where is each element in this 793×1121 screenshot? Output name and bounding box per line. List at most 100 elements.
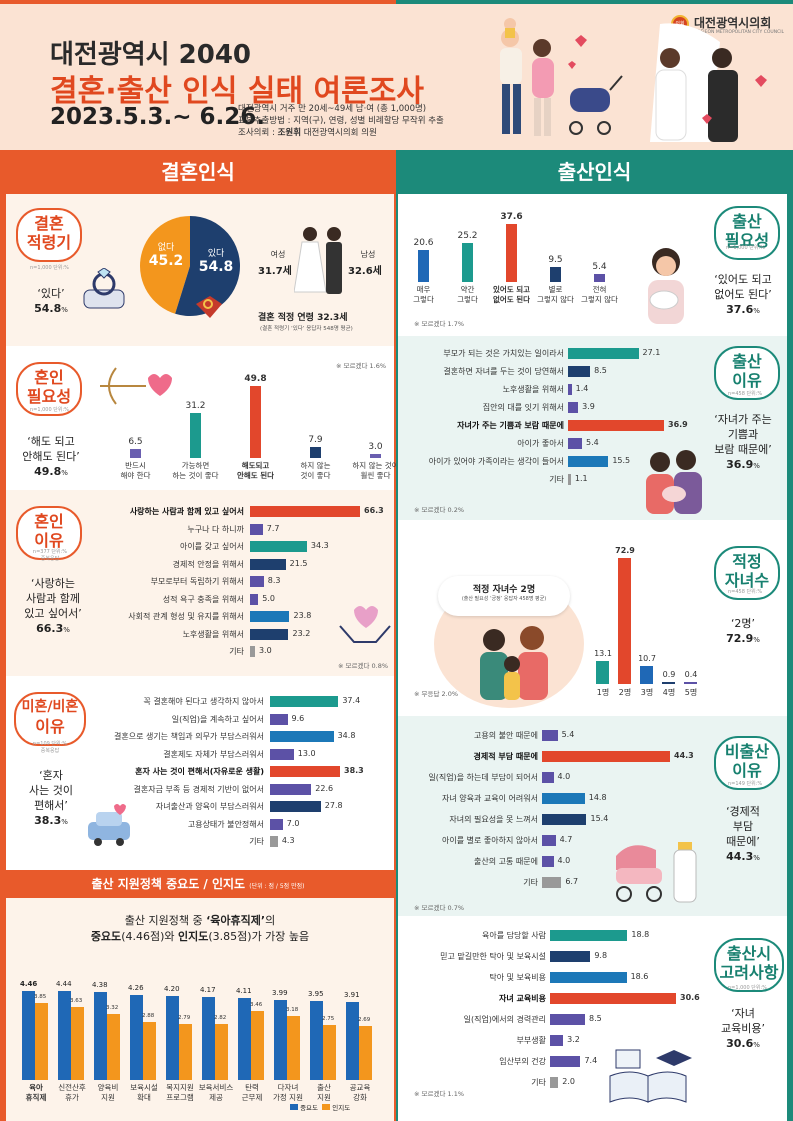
badge-title-2: 이유 — [732, 371, 762, 390]
bar-label: 아이를 갖고 싶어서 — [180, 542, 244, 551]
birth-need-panel: 출산 필요성 n=1,000 단위:% ‘있어도 되고 없어도 된다’ 37.6… — [396, 194, 793, 336]
badge-sub-2: 중복응답 — [40, 556, 60, 562]
vbar — [418, 250, 429, 282]
section-birth-title: 출산인식 — [396, 150, 793, 194]
importance-bar — [94, 992, 107, 1080]
badge-title-1: 미혼/비혼 — [21, 699, 79, 715]
importance-value: 4.26 — [128, 983, 144, 992]
policy-label-line-2: 프로그램 — [166, 1093, 194, 1102]
bar-label: 믿고 맡길만한 탁아 및 보육시설 — [440, 952, 546, 961]
importance-bar — [238, 997, 251, 1080]
quote-value: 37.6 — [726, 303, 754, 316]
legend-importance-swatch — [290, 1104, 298, 1110]
policy-label-line-2: 확대 — [137, 1093, 151, 1102]
header-strip-right — [396, 0, 793, 4]
importance-value: 4.44 — [56, 980, 72, 989]
birth-consider-chart: 육아를 담당할 사람 18.8 믿고 맡길만한 탁아 및 보육시설 9.8 탁아 및 보… — [408, 930, 708, 1110]
badge-title-1: 출산 — [732, 352, 762, 371]
importance-value: 3.99 — [272, 989, 288, 998]
bar-label: 결혼하면 자녀를 두는 것이 당연해서 — [443, 367, 564, 376]
bar-label: 기타 — [249, 837, 264, 846]
importance-bar — [346, 1001, 359, 1080]
legend-awareness-swatch — [322, 1104, 331, 1110]
council-subtitle: DAEJEON METROPOLITAN CITY COUNCIL — [694, 30, 785, 35]
pie-no-label: 없다 — [157, 243, 175, 253]
bar-value: 38.3 — [344, 766, 364, 775]
bar — [250, 558, 286, 570]
policy-header-unit: (단위 : 점 / 5점 만점) — [249, 883, 305, 890]
bar — [270, 748, 294, 760]
bar — [568, 438, 583, 449]
badge-sub: n=1,000 단위:% — [30, 265, 69, 271]
survey-info-target: 대전광역시 거주 만 20세~49세 남·여 (총 1,000명) — [238, 104, 427, 114]
policy-header-text: 출산 지원정책 — [91, 877, 167, 891]
badge-sub: n=1,000 단위:% — [30, 407, 69, 413]
pie-label-no: 없다 45.2 — [146, 240, 186, 269]
quote-line-1: ‘경제적 — [726, 805, 760, 818]
bar-value: 7.4 — [584, 1056, 598, 1065]
birth-reason-badge: 출산 이유 — [714, 346, 780, 400]
child-count-panel: 적정 자녀수 n=458 단위:% ‘2명’ 72.9% 적정 자녀수 2명 (… — [396, 520, 793, 716]
quote-line-3: 보람 때문에’ — [714, 443, 772, 456]
vbar — [506, 224, 517, 282]
policy-label-line-2: 휴직제 — [25, 1093, 47, 1102]
quote-line-2: 부담 — [732, 820, 754, 833]
header: 대전광역시 2040 결혼·출산 인식 실태 여론조사 2023.5.3.~ 6… — [0, 0, 793, 150]
nonbirth-quote: ‘경제적 부담 때문에’ 44.3% — [698, 804, 788, 866]
bar — [270, 713, 288, 725]
awareness-bar — [179, 1024, 192, 1080]
bar — [250, 506, 360, 517]
child-count-value: 0.9 — [662, 670, 676, 679]
bar-value: 21.5 — [289, 558, 308, 568]
awareness-value: 3.46 — [250, 1001, 263, 1008]
bubble-sub: (출산 필요성 ‘긍정’ 응답자 458명 평균) — [461, 596, 547, 602]
bar-value: 34.8 — [337, 731, 356, 740]
policy-label-line-1: 육아 — [29, 1083, 43, 1092]
vbar-label: 있어도 되고 없어도 된다 — [487, 285, 537, 305]
bar-value: 3.0 — [258, 646, 272, 655]
bar-label: 자녀 양육과 교육이 어려워서 — [442, 794, 538, 803]
survey-period: 2023.5.3.~ 6.26. — [50, 104, 265, 130]
hands-heart-icon — [339, 606, 391, 643]
policy-label: 보육시설 확대 — [122, 1083, 166, 1103]
mother-baby-icon — [648, 248, 684, 324]
quote-value: 38.3 — [34, 814, 62, 827]
awareness-bar — [35, 1003, 48, 1080]
bar-value: 14.8 — [588, 793, 607, 802]
bar-value: 30.6 — [680, 993, 700, 1002]
bubble-title: 적정 자녀수 2명 — [472, 585, 536, 595]
importance-value: 4.38 — [92, 981, 108, 990]
marriage-reason-badge: 혼인 이유 — [16, 506, 82, 560]
cupid-arrow-heart-icon — [100, 367, 172, 405]
policy-label: 복지지원 프로그램 — [158, 1083, 202, 1103]
bar-value: 8.5 — [589, 1014, 602, 1023]
awareness-value: 2.75 — [322, 1016, 335, 1022]
bar-value: 3.2 — [567, 1035, 580, 1044]
bar — [270, 818, 283, 830]
vbar-value: 6.5 — [128, 436, 143, 447]
bar — [250, 646, 255, 657]
bar-label: 자녀출산과 양육이 부담스러워서 — [155, 802, 264, 811]
quote-unit: % — [63, 626, 70, 634]
quote-line-2: 교육비용’ — [721, 1022, 765, 1035]
vbar-label: 반드시 해야 한다 — [111, 461, 161, 481]
policy-label: 공교육 강화 — [338, 1083, 382, 1103]
marriage-need-panel: 혼인 필요성 n=1,000 단위:% ‘해도 되고 안해도 된다’ 49.8%… — [0, 346, 399, 490]
bar — [270, 836, 278, 847]
child-count-chart: 13.1 1명 72.9 2명 10.7 3명 0.9 4명 0.4 5명 — [588, 520, 708, 710]
nonmarriage-reason-chart: 꼭 결혼해야 된다고 생각하지 않아서 37.4 일(직업)을 계속하고 싶어서 9.… — [96, 696, 396, 866]
birth-consider-quote: ‘자녀 교육비용’ 30.6% — [698, 1006, 788, 1053]
awareness-value: 2.88 — [142, 1013, 155, 1020]
birth-need-badge: 출산 필요성 — [714, 206, 780, 260]
quote-value: 30.6 — [726, 1037, 754, 1050]
bar — [250, 593, 259, 605]
bar — [270, 696, 339, 707]
bar-value: 36.9 — [668, 420, 688, 429]
bar — [542, 751, 670, 762]
vbar-label-line-1: 매우 — [416, 285, 431, 294]
badge-sub: n=109 단위:% 중복응답 — [30, 740, 70, 754]
marriage-age-badge: 결혼 적령기 — [16, 208, 82, 262]
badge-title-1: 출산 — [732, 212, 762, 231]
badge-sub: n=1,000 단위:% — [726, 245, 765, 251]
child-count-label: 5명 — [684, 688, 698, 697]
